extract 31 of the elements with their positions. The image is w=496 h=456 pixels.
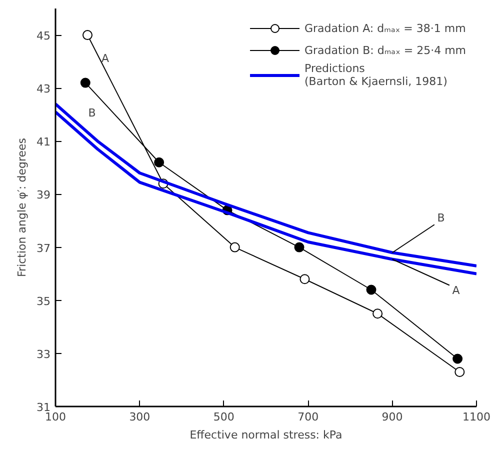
y-tick-label: 35 — [36, 294, 51, 308]
point — [452, 354, 463, 364]
legend-label: Gradation A: dₘₐₓ = 38·1 mm — [304, 22, 466, 34]
point — [230, 242, 240, 252]
y-axis-title: Friction angle φ′: degrees — [16, 138, 29, 277]
legend-label: Gradation B: dₘₐₓ = 25·4 mm — [304, 44, 466, 56]
x-tick-label: 900 — [382, 410, 403, 424]
y-tick-label: 37 — [36, 242, 51, 255]
y-tick-label: 45 — [36, 30, 51, 43]
x-tick-label: 1100 — [462, 410, 491, 424]
point — [294, 242, 304, 252]
y-tick-label: 41 — [36, 136, 51, 149]
x-tick-label: 300 — [129, 410, 150, 424]
point — [82, 30, 92, 40]
x-axis-title: Effective normal stress: kPa — [190, 428, 342, 442]
point — [454, 367, 465, 377]
point — [80, 78, 90, 88]
y-tick-label: 43 — [36, 82, 51, 96]
annotation: B — [437, 212, 445, 225]
annotation: A — [452, 284, 460, 298]
point — [300, 274, 310, 284]
x-tick-label: 700 — [298, 410, 319, 424]
x-tick-label: 500 — [213, 410, 234, 424]
annotation: B — [88, 106, 96, 120]
y-tick-label: 33 — [36, 348, 51, 361]
y-tick-label: 39 — [36, 188, 51, 202]
annotation: A — [101, 52, 110, 66]
legend-label: Predictions (Barton & Kjaernsli, 1981) — [304, 62, 448, 88]
point — [372, 308, 383, 319]
point — [154, 157, 164, 168]
point — [366, 284, 376, 295]
